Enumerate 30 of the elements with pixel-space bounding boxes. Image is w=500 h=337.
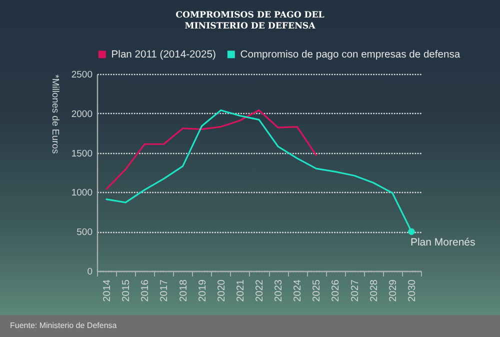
line-series <box>106 109 317 190</box>
y-tick-label: 2000 <box>71 108 92 120</box>
legend-label: Plan 2011 (2014-2025) <box>111 49 216 60</box>
y-tick-label: 2500 <box>71 70 92 80</box>
x-tick-label: 2028 <box>368 279 380 302</box>
x-tick-label: 2021 <box>235 279 246 302</box>
x-tick-label: 2022 <box>254 279 266 302</box>
x-tick-label: 2025 <box>312 279 323 302</box>
y-tick-label: 1000 <box>71 188 92 199</box>
x-tick-label: 2024 <box>292 279 304 302</box>
y-tick-label: 1500 <box>71 148 92 160</box>
x-tick-label: 2023 <box>274 279 285 302</box>
source-note: Fuente: Ministerio de Defensa <box>10 321 117 330</box>
x-tick-label: 2027 <box>350 279 361 302</box>
x-tick-label: 2018 <box>178 279 190 302</box>
y-tick-label: 500 <box>76 227 92 238</box>
x-tick-label: 2030 <box>406 279 418 302</box>
x-tick-label: 2017 <box>159 279 170 302</box>
legend-label: Compromiso de pago con empresas de defensa <box>240 49 460 60</box>
x-tick-label: 2020 <box>216 279 228 302</box>
x-tick-label: 2029 <box>388 279 399 302</box>
x-tick-label: 2015 <box>121 279 132 302</box>
x-tick-label: 2026 <box>330 279 342 302</box>
y-axis-title: *Millones de Euros <box>50 74 60 154</box>
x-tick-label: 2019 <box>197 279 208 302</box>
chart-title: COMPROMISOS DE PAGO DEL MINISTERIO DE DEFENSA <box>176 10 324 32</box>
x-tick-label: 2014 <box>102 279 114 302</box>
annotation: Plan Morenés <box>410 236 476 249</box>
x-tick-label: 2016 <box>140 279 152 302</box>
y-tick-label: 0 <box>87 266 92 278</box>
